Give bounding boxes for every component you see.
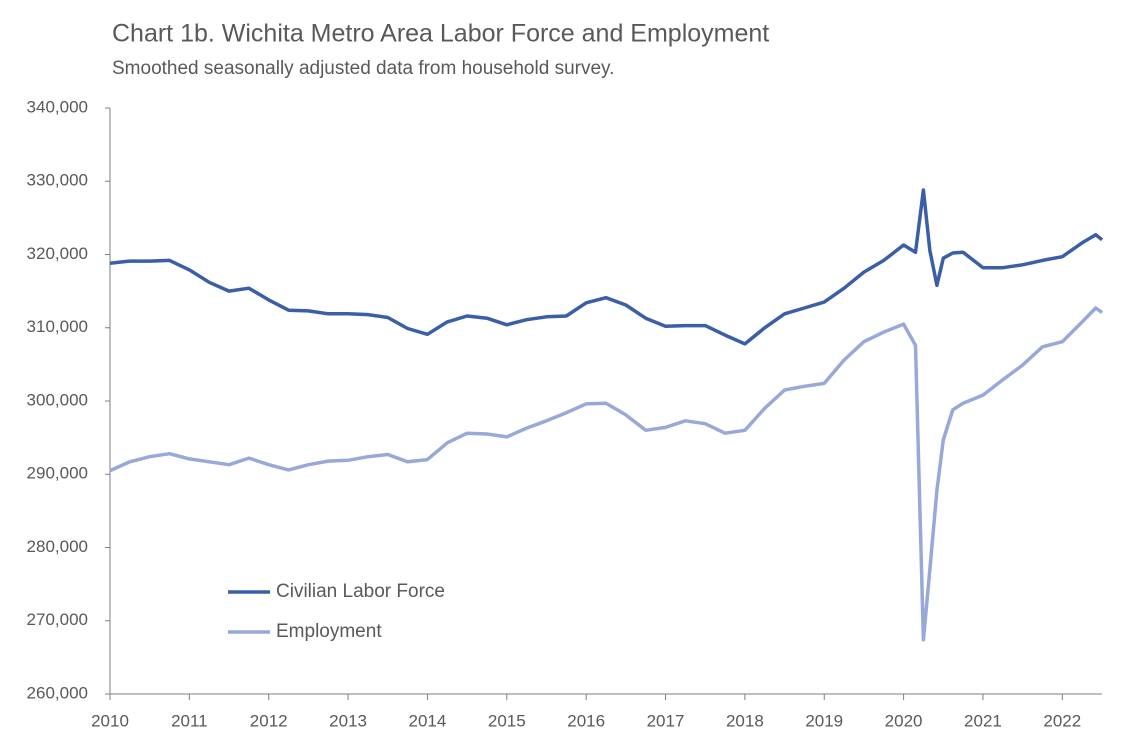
- y-tick-label: 320,000: [27, 244, 88, 263]
- series-line: [109, 188, 1104, 346]
- legend-label: Civilian Labor Force: [276, 581, 445, 602]
- x-tick-label: 2011: [171, 711, 208, 730]
- x-tick-label: 2010: [91, 711, 129, 730]
- x-tick-label: 2019: [805, 711, 843, 730]
- x-tick-label: 2021: [964, 711, 1002, 730]
- x-tick-label: 2012: [250, 711, 288, 730]
- y-tick-label: 280,000: [27, 537, 88, 556]
- x-tick-label: 2018: [726, 711, 764, 730]
- y-tick-label: 310,000: [27, 317, 88, 336]
- x-tick-label: 2016: [567, 711, 605, 730]
- chart-title: Chart 1b. Wichita Metro Area Labor Force…: [112, 20, 769, 48]
- y-tick-label: 270,000: [27, 610, 88, 629]
- x-tick-label: 2022: [1043, 711, 1081, 730]
- series-line: [109, 306, 1104, 642]
- y-tick-label: 340,000: [27, 97, 88, 116]
- x-tick-label: 2015: [488, 711, 526, 730]
- x-tick-label: 2017: [647, 711, 685, 730]
- y-tick-label: 300,000: [27, 390, 88, 409]
- legend-label: Employment: [276, 621, 382, 642]
- x-tick-label: 2020: [885, 711, 923, 730]
- y-tick-label: 260,000: [27, 683, 88, 702]
- x-tick-label: 2013: [329, 711, 367, 730]
- chart-subtitle: Smoothed seasonally adjusted data from h…: [112, 58, 614, 79]
- y-tick-label: 330,000: [27, 171, 88, 190]
- y-tick-label: 290,000: [27, 464, 88, 483]
- x-tick-label: 2014: [409, 711, 447, 730]
